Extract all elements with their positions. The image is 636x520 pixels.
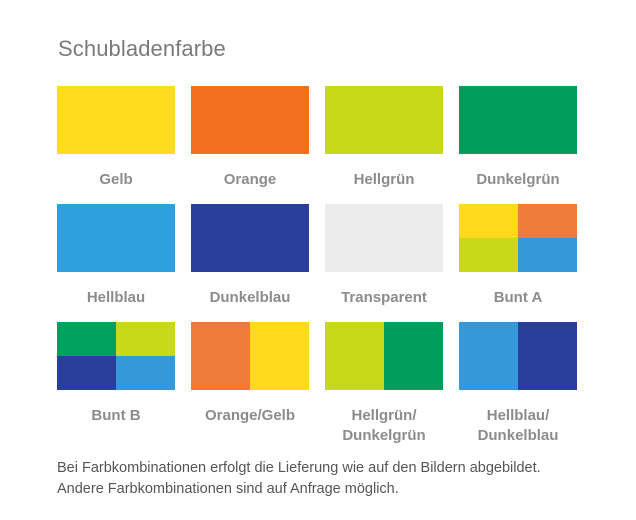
color-swatch-grid: Gelb Orange Hellgrün Dunkelgrün Hellblau Dunk… (57, 86, 577, 462)
color-option[interactable]: Orange/Gelb (191, 322, 309, 462)
color-label: Orange/Gelb (204, 407, 296, 424)
color-option[interactable]: Dunkelblau (191, 204, 309, 322)
color-swatch-quadrant (57, 322, 116, 356)
color-option[interactable]: Orange (191, 86, 309, 204)
color-swatch-half (191, 322, 250, 390)
color-swatch (191, 322, 309, 390)
color-swatch-quadrant (459, 204, 518, 238)
color-label: Hellblau (86, 289, 146, 306)
color-swatch-half (384, 322, 443, 390)
color-label: Bunt B (91, 407, 141, 424)
color-swatch-quadrant (518, 238, 577, 272)
color-swatch (459, 204, 577, 272)
color-swatch (459, 322, 577, 390)
color-option[interactable]: Bunt B (57, 322, 175, 462)
section-title: Schubladenfarbe (58, 36, 226, 61)
delivery-note-line-1: Bei Farbkombinationen erfolgt die Liefer… (57, 460, 541, 476)
color-option[interactable]: Dunkelgrün (459, 86, 577, 204)
color-swatch-quadrant (459, 238, 518, 272)
color-swatch (459, 86, 577, 154)
color-swatch-half (250, 322, 309, 390)
color-label: Gelb (99, 171, 133, 188)
color-label: Hellblau/ Dunkelblau (477, 407, 559, 444)
color-swatch-half (518, 322, 577, 390)
color-swatch-quadrant (518, 204, 577, 238)
delivery-note-line-2: Andere Farbkombinationen sind auf Anfrag… (57, 481, 399, 497)
color-swatch-half (325, 322, 384, 390)
color-option[interactable]: Hellblau (57, 204, 175, 322)
color-label: Bunt A (493, 289, 543, 306)
color-option[interactable]: Transparent (325, 204, 443, 322)
color-swatch (57, 204, 175, 272)
color-option[interactable]: Hellgrün (325, 86, 443, 204)
delivery-note: Bei Farbkombinationen erfolgt die Liefer… (57, 458, 541, 500)
color-swatch (57, 322, 175, 390)
color-option[interactable]: Hellblau/ Dunkelblau (459, 322, 577, 462)
color-swatch (325, 86, 443, 154)
color-swatch (325, 322, 443, 390)
color-swatch (191, 86, 309, 154)
color-label: Orange (223, 171, 277, 188)
color-label: Hellgrün (353, 171, 415, 188)
color-swatch (57, 86, 175, 154)
color-swatch-quadrant (57, 356, 116, 390)
color-swatch-half (459, 322, 518, 390)
color-swatch-quadrant (116, 322, 175, 356)
color-label: Dunkelblau (209, 289, 291, 306)
color-label: Dunkelgrün (476, 171, 560, 188)
color-option[interactable]: Gelb (57, 86, 175, 204)
color-option[interactable]: Hellgrün/ Dunkelgrün (325, 322, 443, 462)
color-label: Hellgrün/ Dunkelgrün (342, 407, 426, 444)
color-swatch (325, 204, 443, 272)
color-label: Transparent (341, 289, 427, 306)
color-swatch-quadrant (116, 356, 175, 390)
color-option[interactable]: Bunt A (459, 204, 577, 322)
color-swatch (191, 204, 309, 272)
